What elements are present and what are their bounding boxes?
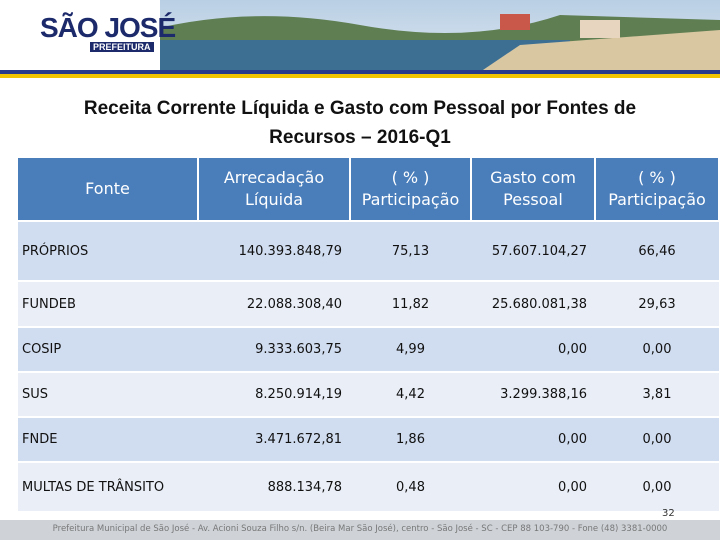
cell-value: 888.134,78	[198, 461, 350, 511]
cell-value: 0,48	[350, 461, 471, 511]
cell-value: 0,00	[471, 416, 595, 462]
cell-value: 140.393.848,79	[198, 220, 350, 281]
table-row: MULTAS DE TRÂNSITO 888.134,78 0,48 0,00 0,00	[18, 461, 719, 511]
cell-value: 66,46	[595, 220, 719, 281]
row-label: PRÓPRIOS	[18, 220, 198, 281]
column-header: Gasto com Pessoal	[471, 158, 596, 221]
cell-value: 0,00	[595, 416, 719, 462]
cell-value: 0,00	[471, 461, 595, 511]
cell-value: 8.250.914,19	[198, 371, 350, 417]
column-header: Fonte	[18, 158, 199, 221]
footer-bar	[0, 520, 720, 540]
banner	[0, 0, 720, 78]
table-row: PRÓPRIOS 140.393.848,79 75,13 57.607.104,27…	[18, 220, 719, 281]
cell-value: 22.088.308,40	[198, 280, 350, 327]
row-label: FNDE	[18, 416, 198, 462]
column-header: Arrecadação Líquida	[198, 158, 351, 221]
row-label: SUS	[18, 371, 198, 417]
cell-value: 11,82	[350, 280, 471, 327]
table-row: COSIP 9.333.603,75 4,99 0,00 0,00	[18, 326, 719, 372]
row-label: FUNDEB	[18, 280, 198, 327]
cell-value: 25.680.081,38	[471, 280, 595, 327]
cell-value: 3.299.388,16	[471, 371, 595, 417]
cell-value: 4,99	[350, 326, 471, 372]
footer-text: Prefeitura Municipal de São José - Av. A…	[52, 524, 668, 534]
cell-value: 0,00	[471, 326, 595, 372]
slide-title: Receita Corrente Líquida e Gasto com Pes…	[83, 98, 637, 148]
cell-value: 57.607.104,27	[471, 220, 595, 281]
cell-value: 9.333.603,75	[198, 326, 350, 372]
cell-value: 4,42	[350, 371, 471, 417]
table-row: SUS 8.250.914,19 4,42 3.299.388,16 3,81	[18, 371, 719, 417]
cell-value: 3.471.672,81	[198, 416, 350, 462]
logo-title: SÃO JOSÉ	[40, 12, 176, 43]
cell-value: 1,86	[350, 416, 471, 462]
table-row: FNDE 3.471.672,81 1,86 0,00 0,00	[18, 416, 719, 462]
table-row: FUNDEB 22.088.308,40 11,82 25.680.081,38 29,…	[18, 280, 719, 327]
cell-value: 0,00	[595, 461, 719, 511]
logo-subtitle: PREFEITURA	[90, 42, 154, 52]
page-number: 32	[662, 508, 675, 519]
column-header: ( % ) Participação	[350, 158, 472, 221]
cell-value: 29,63	[595, 280, 719, 327]
cell-value: 3,81	[595, 371, 719, 417]
cell-value: 0,00	[595, 326, 719, 372]
data-table: Fonte Arrecadação Líquida( % ) Participaç…	[18, 158, 720, 511]
row-label: COSIP	[18, 326, 198, 372]
column-header: ( % ) Participação	[595, 158, 720, 221]
cell-value: 75,13	[350, 220, 471, 281]
row-label: MULTAS DE TRÂNSITO	[18, 461, 198, 511]
